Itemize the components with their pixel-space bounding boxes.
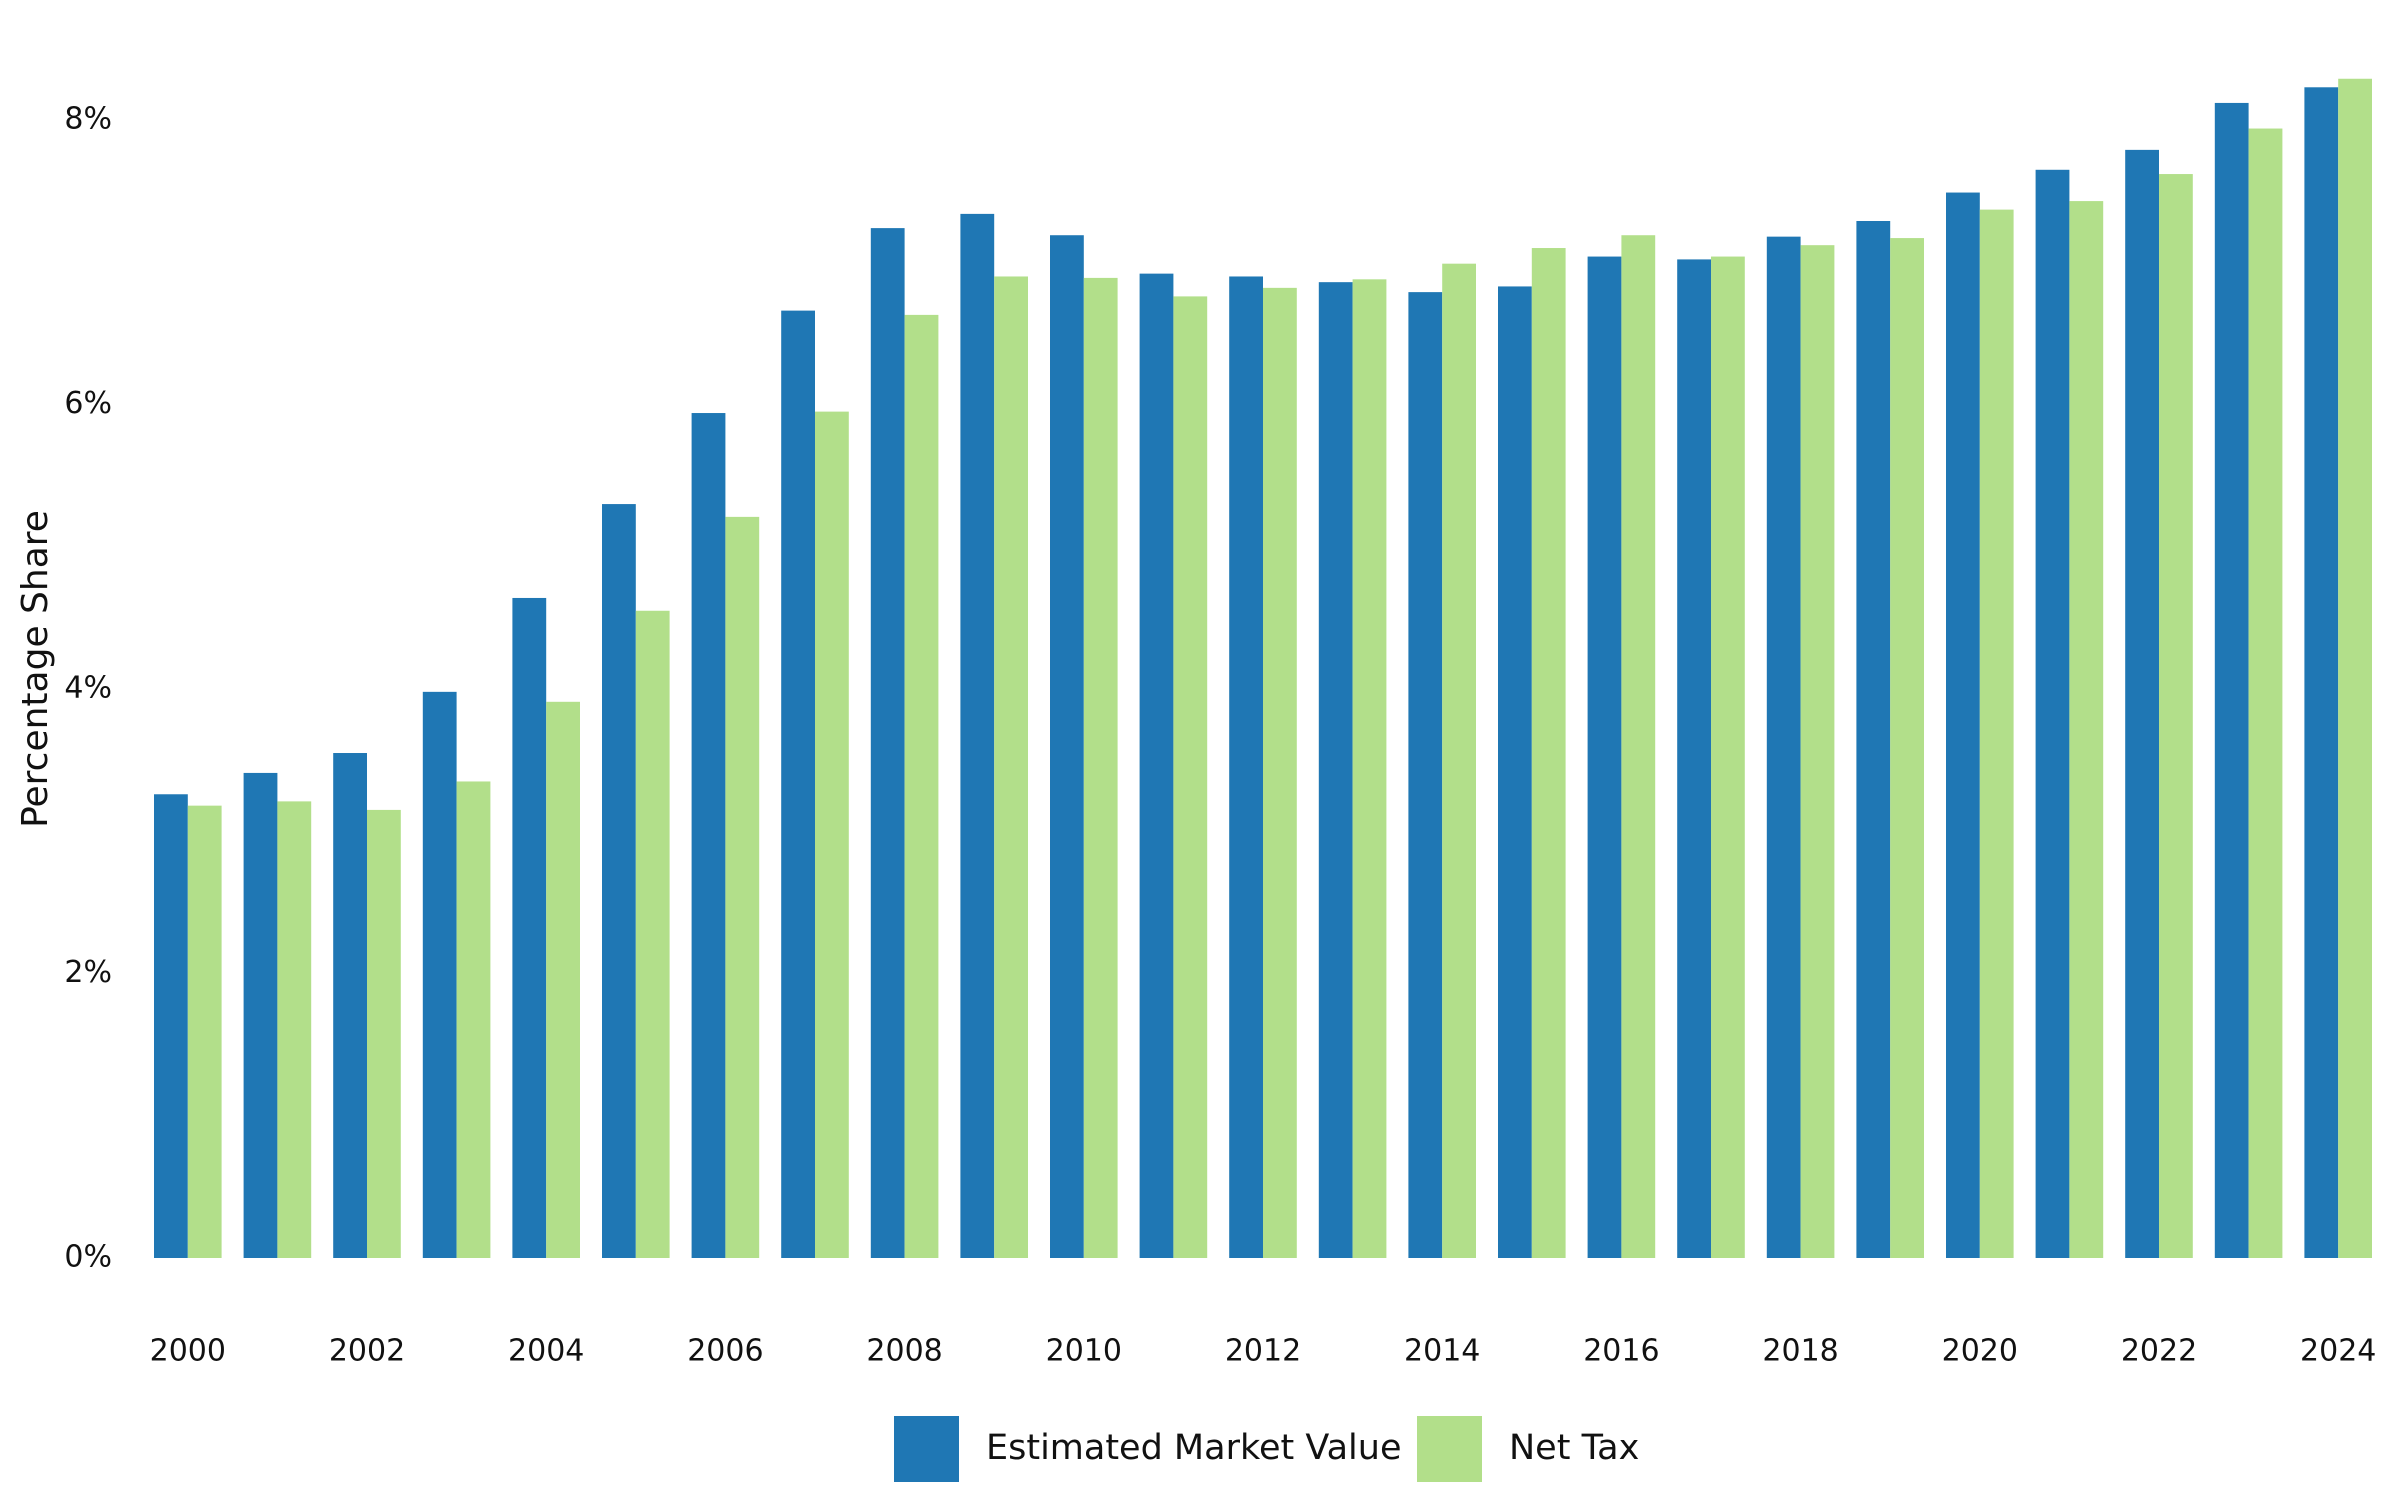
bar <box>1498 286 1532 1258</box>
bar <box>2069 201 2104 1258</box>
bar <box>1263 287 1297 1259</box>
bar <box>333 753 367 1258</box>
legend-text: Net Tax <box>1509 1428 1639 1468</box>
bar <box>1979 209 2014 1259</box>
bar <box>512 597 547 1258</box>
y-axis-title: Percentage Share <box>15 510 56 828</box>
y-tick-label: 2% <box>64 955 112 990</box>
bar <box>1587 256 1622 1258</box>
x-tick-label: 2012 <box>1225 1334 1301 1369</box>
bar <box>1352 279 1387 1258</box>
bar <box>546 701 580 1258</box>
bar <box>815 411 849 1258</box>
bar <box>2248 128 2283 1258</box>
x-tick-label: 2014 <box>1404 1334 1480 1369</box>
bar <box>1946 192 1980 1259</box>
bar <box>635 610 670 1258</box>
bar <box>154 794 188 1258</box>
bar <box>994 276 1028 1259</box>
bar <box>1083 277 1118 1259</box>
bar <box>2125 149 2159 1258</box>
bar <box>1408 292 1443 1258</box>
bar <box>1800 245 1835 1258</box>
bar <box>2304 87 2339 1259</box>
bar <box>456 781 491 1258</box>
bar <box>1050 235 1084 1258</box>
bar <box>1711 256 1745 1258</box>
bar <box>2159 174 2193 1259</box>
legend-text: Estimated Market Value <box>986 1428 1402 1468</box>
x-tick-label: 2000 <box>150 1334 226 1369</box>
bar <box>277 801 312 1258</box>
y-tick-label: 4% <box>64 671 112 706</box>
y-tick-label: 6% <box>64 386 112 421</box>
bar <box>1229 276 1263 1259</box>
bar <box>1531 248 1566 1258</box>
bar <box>187 805 222 1258</box>
bar <box>781 310 815 1258</box>
bar <box>691 413 726 1258</box>
legend-swatch <box>894 1416 959 1482</box>
bar <box>243 772 278 1258</box>
bar <box>904 314 939 1258</box>
bar <box>2214 102 2249 1258</box>
bar <box>602 504 636 1258</box>
x-tick-label: 2008 <box>866 1334 942 1369</box>
x-tick-label: 2016 <box>1583 1334 1659 1369</box>
bar <box>960 213 995 1258</box>
x-tick-label: 2004 <box>508 1334 584 1369</box>
x-tick-label: 2024 <box>2300 1334 2376 1369</box>
bar <box>2035 169 2070 1259</box>
bar <box>1139 273 1174 1258</box>
y-tick-label: 8% <box>64 102 112 137</box>
bar <box>870 228 905 1259</box>
y-tick-label: 0% <box>64 1240 112 1275</box>
bar <box>367 809 401 1258</box>
x-tick-label: 2006 <box>687 1334 763 1369</box>
x-tick-label: 2002 <box>329 1334 405 1369</box>
legend-swatch <box>1417 1416 1482 1482</box>
x-tick-label: 2018 <box>1762 1334 1838 1369</box>
bar <box>2338 78 2372 1258</box>
bar <box>1677 259 1711 1258</box>
bar <box>1621 235 1656 1258</box>
bar <box>1442 263 1476 1258</box>
bar <box>1890 238 1924 1258</box>
x-tick-label: 2022 <box>2121 1334 2197 1369</box>
bar <box>1856 220 1891 1258</box>
x-tick-label: 2010 <box>1046 1334 1122 1369</box>
bar <box>1766 236 1801 1258</box>
x-tick-label: 2020 <box>1942 1334 2018 1369</box>
bar <box>422 691 457 1258</box>
bar <box>725 516 760 1258</box>
bar <box>1173 296 1208 1258</box>
bar <box>1318 282 1353 1258</box>
